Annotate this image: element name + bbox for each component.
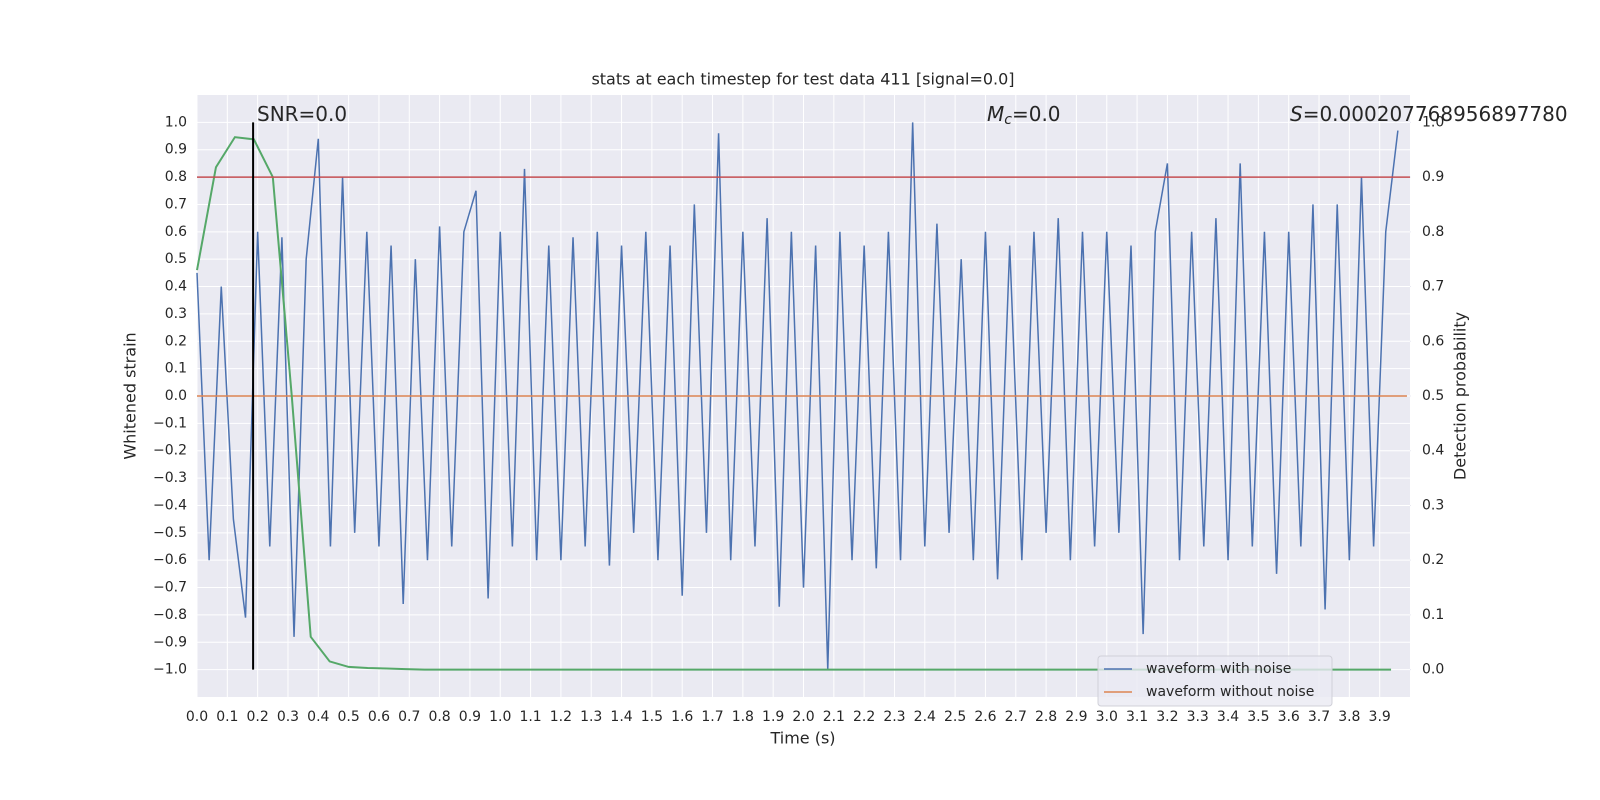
y2-tick-label: 0.5: [1422, 388, 1444, 404]
x-tick-label: 2.2: [853, 709, 875, 725]
y-tick-label: 0.7: [165, 196, 187, 212]
x-tick-label: 3.5: [1247, 709, 1269, 725]
x-tick-label: 3.8: [1338, 709, 1360, 725]
y-tick-label: −0.2: [153, 443, 187, 459]
x-tick-label: 3.9: [1369, 709, 1391, 725]
x-tick-label: 1.4: [610, 709, 632, 725]
x-tick-label: 1.2: [550, 709, 572, 725]
annotation-symbol: S: [1290, 102, 1303, 126]
y-tick-label: −0.8: [153, 607, 187, 623]
annotation-text: =0.0: [1012, 102, 1061, 126]
legend-box: [1097, 655, 1333, 707]
x-tick-label: 2.4: [914, 709, 936, 725]
y-tick-label: 0.2: [165, 333, 187, 349]
annotation-text: =0.000207768956897780: [1303, 102, 1568, 126]
x-tick-label: 0.7: [398, 709, 420, 725]
series-line: [196, 122, 1399, 670]
y-tick-label: 0.4: [165, 279, 187, 295]
y-tick-label: 0.3: [165, 306, 187, 322]
x-tick-label: 3.7: [1308, 709, 1330, 725]
annotation-symbol: M: [987, 102, 1004, 126]
x-tick-label: 3.0: [1096, 709, 1118, 725]
y2-tick-label: 0.1: [1422, 607, 1444, 623]
x-tick-label: 3.4: [1217, 709, 1239, 725]
x-tick-label: 1.6: [671, 709, 693, 725]
x-tick-label: 0.8: [428, 709, 450, 725]
annotation: SNR=0.0: [257, 102, 347, 126]
x-tick-label: 2.9: [1065, 709, 1087, 725]
y2-tick-label: 0.0: [1422, 662, 1444, 678]
x-tick-label: 2.6: [974, 709, 996, 725]
y2-tick-label: 0.2: [1422, 552, 1444, 568]
x-axis-label: Time (s): [769, 729, 835, 748]
x-tick-label: 1.1: [519, 709, 541, 725]
y2-tick-label: 0.9: [1422, 169, 1444, 185]
y-tick-label: 0.9: [165, 142, 187, 158]
x-tick-label: 3.6: [1278, 709, 1300, 725]
y-tick-label: 0.6: [165, 224, 187, 240]
x-tick-label: 0.1: [216, 709, 238, 725]
annotation-subscript: c: [1004, 112, 1012, 128]
x-tick-label: 1.9: [762, 709, 784, 725]
x-tick-label: 1.5: [641, 709, 663, 725]
x-tick-label: 2.1: [823, 709, 845, 725]
x-tick-label: 0.2: [247, 709, 269, 725]
x-tick-label: 2.0: [792, 709, 814, 725]
y-tick-label: 0.1: [165, 361, 187, 377]
x-tick-label: 1.3: [580, 709, 602, 725]
y-tick-label: 0.5: [165, 251, 187, 267]
annotation: Mc=0.0: [987, 102, 1061, 129]
x-tick-label: 1.7: [701, 709, 723, 725]
y-tick-label: −0.9: [153, 634, 187, 650]
x-tick-label: 3.2: [1156, 709, 1178, 725]
annotation: S=0.000207768956897780: [1290, 102, 1568, 126]
y-tick-label: −1.0: [153, 662, 187, 678]
x-tick-label: 2.3: [883, 709, 905, 725]
x-tick-label: 0.6: [368, 709, 390, 725]
y-tick-label: −0.3: [153, 470, 187, 486]
x-tick-label: 2.7: [1005, 709, 1027, 725]
y2-tick-label: 0.8: [1422, 224, 1444, 240]
y-axis-label: Whitened strain: [121, 332, 140, 459]
y2-axis-label: Detection probability: [1451, 312, 1470, 480]
chart-title: stats at each timestep for test data 411…: [591, 70, 1014, 89]
y2-tick-label: 0.6: [1422, 333, 1444, 349]
x-tick-label: 3.1: [1126, 709, 1148, 725]
y-tick-label: −0.6: [153, 552, 187, 568]
y-tick-label: −0.1: [153, 415, 187, 431]
x-tick-label: 0.0: [186, 709, 208, 725]
y2-tick-label: 0.3: [1422, 497, 1444, 513]
legend-label: waveform without noise: [1146, 684, 1314, 700]
y2-tick-label: 0.4: [1422, 443, 1444, 459]
annotation-text: SNR=0.0: [257, 102, 347, 126]
y2-tick-label: 0.7: [1422, 279, 1444, 295]
x-tick-label: 3.3: [1187, 709, 1209, 725]
x-tick-label: 0.9: [459, 709, 481, 725]
x-tick-label: 0.5: [337, 709, 359, 725]
y-tick-label: 0.8: [165, 169, 187, 185]
x-tick-label: 0.4: [307, 709, 329, 725]
x-tick-label: 2.8: [1035, 709, 1057, 725]
x-tick-label: 2.5: [944, 709, 966, 725]
y-tick-label: −0.4: [153, 497, 187, 513]
y-tick-label: −0.5: [153, 525, 187, 541]
y2-tick-label: 1.0: [1422, 114, 1444, 130]
x-tick-label: 0.3: [277, 709, 299, 725]
y-tick-label: −0.7: [153, 580, 187, 596]
legend-label: waveform with noise: [1146, 661, 1291, 677]
y-tick-label: 1.0: [165, 114, 187, 130]
y-tick-label: 0.0: [165, 388, 187, 404]
x-tick-label: 1.8: [732, 709, 754, 725]
x-tick-label: 1.0: [489, 709, 511, 725]
